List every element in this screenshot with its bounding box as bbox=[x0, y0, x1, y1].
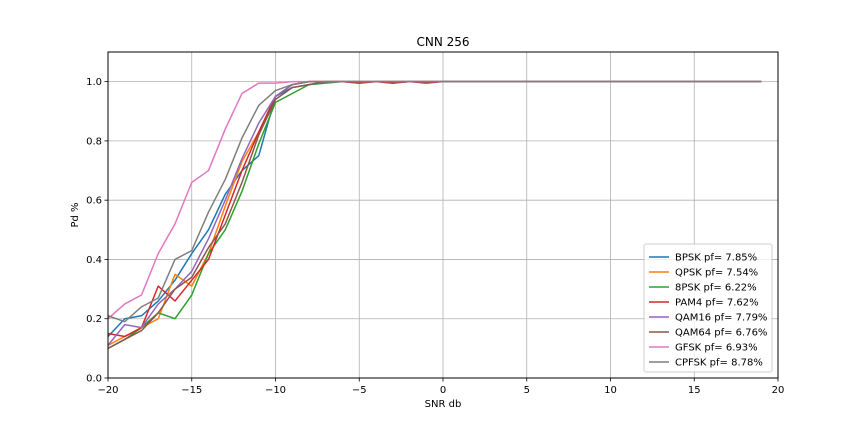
x-tick-label: −5 bbox=[352, 385, 367, 396]
legend-label: PAM4 pf= 7.62% bbox=[675, 298, 759, 309]
x-axis-label: SNR db bbox=[425, 399, 462, 410]
x-tick-label: 15 bbox=[688, 385, 701, 396]
x-tick-label: −15 bbox=[181, 385, 202, 396]
legend: BPSK pf= 7.85% QPSK pf= 7.54% 8PSK pf= 6.2… bbox=[643, 243, 773, 373]
y-tick-label: 1.0 bbox=[86, 77, 102, 88]
y-axis-label: Pd % bbox=[70, 202, 81, 227]
x-tick-label: 10 bbox=[604, 385, 617, 396]
series-lines bbox=[107, 80, 762, 350]
x-tick-label: −10 bbox=[265, 385, 286, 396]
y-tick-label: 0.4 bbox=[86, 255, 102, 266]
legend-label: CPFSK pf= 8.78% bbox=[675, 358, 763, 369]
series-line bbox=[107, 80, 762, 323]
legend-label: GFSK pf= 6.93% bbox=[675, 343, 758, 354]
x-tick-label: 5 bbox=[524, 385, 530, 396]
legend-label: QAM16 pf= 7.79% bbox=[675, 313, 767, 324]
y-tick-label: 0.6 bbox=[86, 196, 102, 207]
x-tick-label: −20 bbox=[97, 385, 118, 396]
legend-label: BPSK pf= 7.85% bbox=[675, 253, 757, 264]
x-tick-label: 20 bbox=[772, 385, 785, 396]
y-tick-label: 0.8 bbox=[86, 136, 102, 147]
x-axis-ticks: −20 −15 −10 −5 0 5 10 15 20 bbox=[97, 378, 784, 396]
legend-label: 8PSK pf= 6.22% bbox=[675, 283, 757, 294]
y-axis-ticks: 0.0 0.2 0.4 0.6 0.8 1.0 bbox=[86, 77, 108, 385]
x-tick-label: 0 bbox=[440, 385, 446, 396]
y-tick-label: 0.2 bbox=[86, 314, 102, 325]
legend-label: QAM64 pf= 6.76% bbox=[675, 328, 767, 339]
legend-box bbox=[643, 243, 773, 373]
chart-title: CNN 256 bbox=[416, 35, 469, 49]
legend-label: QPSK pf= 7.54% bbox=[675, 268, 758, 279]
y-tick-label: 0.0 bbox=[86, 374, 102, 385]
